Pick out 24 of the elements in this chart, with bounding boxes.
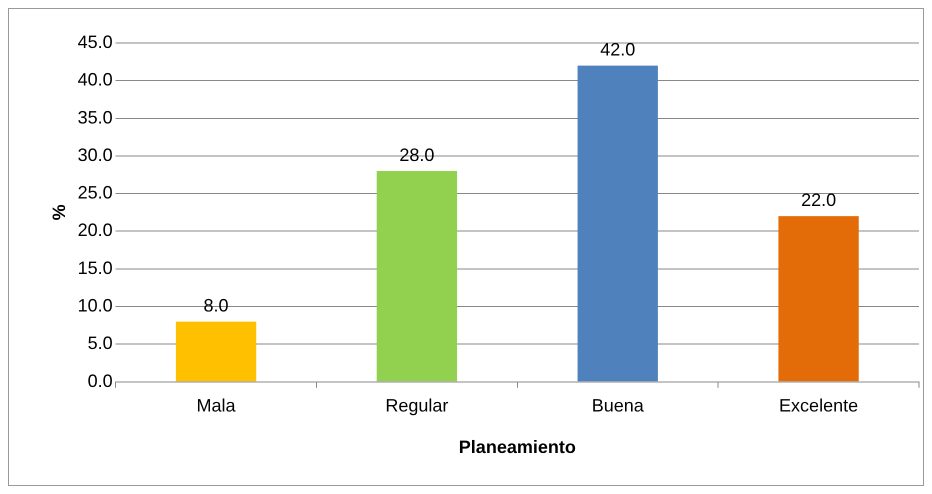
y-tick-label: 30.0 (78, 144, 113, 165)
bar (578, 66, 658, 382)
y-tick-label: 15.0 (78, 258, 113, 278)
y-tick-label: 45.0 (78, 32, 113, 52)
y-tick-label: 40.0 (78, 70, 113, 90)
y-axis-title: % (48, 204, 69, 220)
y-tick-label: 35.0 (78, 107, 113, 128)
x-tick-label: Excelente (779, 396, 858, 416)
data-label: 28.0 (399, 144, 434, 165)
bar (176, 322, 256, 382)
y-tick-label: 0.0 (88, 370, 113, 391)
x-tick-label: Regular (385, 396, 448, 416)
bar (376, 170, 458, 382)
data-label: 8.0 (204, 296, 229, 316)
x-tick-label: Mala (196, 396, 237, 416)
y-tick-label: 20.0 (78, 220, 113, 240)
x-tick-label: Buena (592, 396, 645, 416)
data-label: 42.0 (600, 40, 636, 60)
y-tick-label: 10.0 (78, 295, 113, 316)
x-axis-title: Planeamiento (458, 437, 576, 458)
bar (778, 216, 859, 382)
y-tick-label: 5.0 (88, 333, 113, 354)
y-tick-label: 25.0 (78, 182, 113, 203)
data-label: 22.0 (801, 190, 836, 210)
